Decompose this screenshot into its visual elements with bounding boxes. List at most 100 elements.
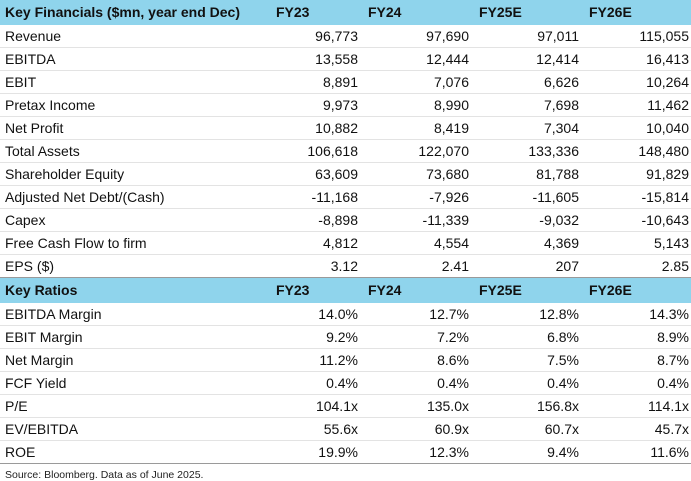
table-row: EBIT 8,891 7,076 6,626 10,264 — [0, 70, 691, 94]
cell-value: 97,011 — [471, 25, 581, 48]
cell-value: 0.4% — [471, 371, 581, 395]
row-label: Shareholder Equity — [0, 162, 268, 186]
cell-value: 8.6% — [360, 348, 471, 372]
cell-value: 12,444 — [360, 47, 471, 71]
cell-value: 148,480 — [581, 139, 691, 163]
cell-value: 156.8x — [471, 394, 581, 418]
cell-value: -7,926 — [360, 185, 471, 209]
cell-value: 114.1x — [581, 394, 691, 418]
cell-value: 8,990 — [360, 93, 471, 117]
cell-value: 5,143 — [581, 231, 691, 255]
cell-value: 10,882 — [268, 116, 360, 140]
cell-value: 12.8% — [471, 303, 581, 326]
cell-value: 11.6% — [581, 440, 691, 464]
cell-value: 8.9% — [581, 325, 691, 349]
row-label: Free Cash Flow to firm — [0, 231, 268, 255]
cell-value: 7.5% — [471, 348, 581, 372]
cell-value: 0.4% — [268, 371, 360, 395]
row-label: P/E — [0, 394, 268, 418]
row-label: EBIT — [0, 70, 268, 94]
table-row: EPS ($) 3.12 2.41 207 2.85 — [0, 254, 691, 278]
cell-value: 122,070 — [360, 139, 471, 163]
cell-value: 12,414 — [471, 47, 581, 71]
cell-value: -10,643 — [581, 208, 691, 232]
cell-value: -15,814 — [581, 185, 691, 209]
cell-value: 3.12 — [268, 254, 360, 278]
year-header: FY23 — [268, 278, 360, 303]
cell-value: 13,558 — [268, 47, 360, 71]
cell-value: 9,973 — [268, 93, 360, 117]
row-label: Revenue — [0, 25, 268, 48]
table-row: EBITDA Margin 14.0% 12.7% 12.8% 14.3% — [0, 303, 691, 326]
table-row: FCF Yield 0.4% 0.4% 0.4% 0.4% — [0, 371, 691, 395]
cell-value: 133,336 — [471, 139, 581, 163]
cell-value: -8,898 — [268, 208, 360, 232]
source-note: Source: Bloomberg. Data as of June 2025. — [5, 469, 204, 481]
year-header: FY25E — [471, 278, 581, 303]
cell-value: 14.3% — [581, 303, 691, 326]
row-label: EV/EBITDA — [0, 417, 268, 441]
cell-value: 55.6x — [268, 417, 360, 441]
cell-value: 4,812 — [268, 231, 360, 255]
cell-value: 7,304 — [471, 116, 581, 140]
row-label: EBIT Margin — [0, 325, 268, 349]
cell-value: 7,076 — [360, 70, 471, 94]
year-header: FY25E — [471, 0, 581, 25]
cell-value: 4,554 — [360, 231, 471, 255]
cell-value: 97,690 — [360, 25, 471, 48]
cell-value: 4,369 — [471, 231, 581, 255]
table-row: EBITDA 13,558 12,444 12,414 16,413 — [0, 47, 691, 71]
table-row: Shareholder Equity 63,609 73,680 81,788 91,8… — [0, 162, 691, 186]
cell-value: 8,891 — [268, 70, 360, 94]
cell-value: 106,618 — [268, 139, 360, 163]
cell-value: 7.2% — [360, 325, 471, 349]
table-row: ROE 19.9% 12.3% 9.4% 11.6% — [0, 440, 691, 464]
cell-value: 115,055 — [581, 25, 691, 48]
cell-value: 0.4% — [360, 371, 471, 395]
table-row: Free Cash Flow to firm 4,812 4,554 4,369 5,1… — [0, 231, 691, 255]
year-header: FY24 — [360, 278, 471, 303]
table-row: P/E 104.1x 135.0x 156.8x 114.1x — [0, 394, 691, 418]
table-row: Net Profit 10,882 8,419 7,304 10,040 — [0, 116, 691, 140]
cell-value: -9,032 — [471, 208, 581, 232]
cell-value: 63,609 — [268, 162, 360, 186]
table-row: Revenue 96,773 97,690 97,011 115,055 — [0, 25, 691, 48]
row-label: Net Margin — [0, 348, 268, 372]
cell-value: 60.9x — [360, 417, 471, 441]
cell-value: 81,788 — [471, 162, 581, 186]
cell-value: 7,698 — [471, 93, 581, 117]
row-label: Capex — [0, 208, 268, 232]
table-row: Adjusted Net Debt/(Cash) -11,168 -7,926 -11… — [0, 185, 691, 209]
cell-value: 45.7x — [581, 417, 691, 441]
cell-value: 96,773 — [268, 25, 360, 48]
year-header: FY26E — [581, 0, 691, 25]
cell-value: 16,413 — [581, 47, 691, 71]
cell-value: -11,605 — [471, 185, 581, 209]
cell-value: 8,419 — [360, 116, 471, 140]
cell-value: 14.0% — [268, 303, 360, 326]
key-ratios-table: Key Ratios FY23 FY24 FY25E FY26E EBITDA … — [0, 278, 691, 464]
cell-value: 10,264 — [581, 70, 691, 94]
row-label: ROE — [0, 440, 268, 464]
row-label: Net Profit — [0, 116, 268, 140]
row-label: FCF Yield — [0, 371, 268, 395]
cell-value: -11,168 — [268, 185, 360, 209]
cell-value: 91,829 — [581, 162, 691, 186]
cell-value: 0.4% — [581, 371, 691, 395]
cell-value: 9.4% — [471, 440, 581, 464]
cell-value: 19.9% — [268, 440, 360, 464]
cell-value: 11,462 — [581, 93, 691, 117]
table-row: Net Margin 11.2% 8.6% 7.5% 8.7% — [0, 348, 691, 372]
row-label: EPS ($) — [0, 254, 268, 278]
key-financials-title: Key Financials ($mn, year end Dec) — [0, 0, 268, 25]
row-label: Pretax Income — [0, 93, 268, 117]
cell-value: 9.2% — [268, 325, 360, 349]
row-label: EBITDA Margin — [0, 303, 268, 326]
cell-value: 10,040 — [581, 116, 691, 140]
key-financials-header: Key Financials ($mn, year end Dec) FY23 … — [0, 0, 691, 25]
cell-value: 11.2% — [268, 348, 360, 372]
cell-value: 12.7% — [360, 303, 471, 326]
cell-value: 73,680 — [360, 162, 471, 186]
year-header: FY26E — [581, 278, 691, 303]
